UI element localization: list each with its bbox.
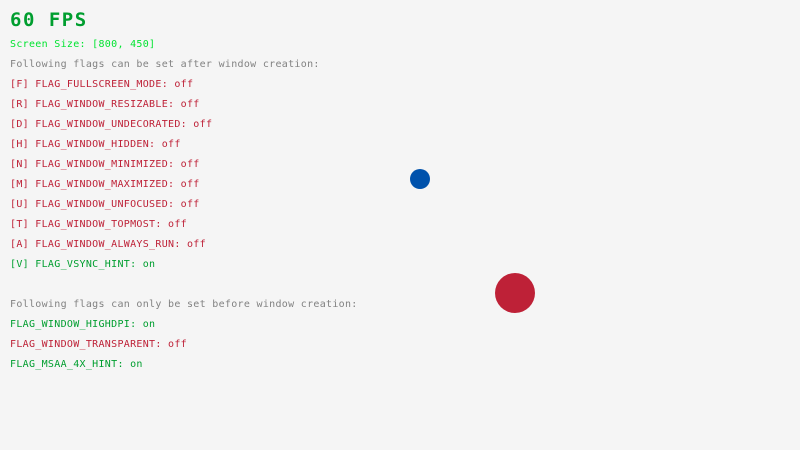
flag-label: [N] FLAG_WINDOW_MINIMIZED: [10,159,181,170]
flag-row: [A] FLAG_WINDOW_ALWAYS_RUN: off [10,240,206,250]
flag-state: off [168,219,187,230]
flag-state: off [161,139,181,150]
flag-label: [D] FLAG_WINDOW_UNDECORATED: [10,119,194,130]
flag-state: off [180,99,200,110]
flag-row: [U] FLAG_WINDOW_UNFOCUSED: off [10,200,200,210]
flag-label: [U] FLAG_WINDOW_UNFOCUSED: [10,199,181,210]
flag-row: FLAG_MSAA_4X_HINT: on [10,360,143,370]
flag-label: [V] FLAG_VSYNC_HINT: [10,259,143,270]
flag-state: off [180,179,200,190]
flag-label: FLAG_WINDOW_TRANSPARENT: [10,339,169,350]
flag-label: [H] FLAG_WINDOW_HIDDEN: [10,139,162,150]
flag-row: FLAG_WINDOW_TRANSPARENT: off [10,340,187,350]
flag-row: [H] FLAG_WINDOW_HIDDEN: off [10,140,181,150]
flag-row: [V] FLAG_VSYNC_HINT: on [10,260,155,270]
flag-label: FLAG_MSAA_4X_HINT: [10,359,131,370]
flag-state: off [180,159,200,170]
flag-state: on [130,359,143,370]
before-creation-header: Following flags can only be set before w… [10,299,358,310]
flag-row: [M] FLAG_WINDOW_MAXIMIZED: off [10,180,200,190]
flag-row: [N] FLAG_WINDOW_MINIMIZED: off [10,160,200,170]
flag-label: [A] FLAG_WINDOW_ALWAYS_RUN: [10,239,187,250]
flag-row: [R] FLAG_WINDOW_RESIZABLE: off [10,100,200,110]
flag-label: [T] FLAG_WINDOW_TOPMOST: [10,219,169,230]
flag-state: off [174,79,194,90]
flag-label: FLAG_WINDOW_HIGHDPI: [10,319,143,330]
flag-state: off [186,239,206,250]
flag-state: on [142,319,156,330]
blue-ball [410,169,430,189]
flag-row: [F] FLAG_FULLSCREEN_MODE: off [10,80,193,90]
red-ball [495,273,535,313]
flag-state: on [142,259,156,270]
flag-label: [M] FLAG_WINDOW_MAXIMIZED: [10,179,181,190]
flag-state: off [168,339,187,350]
flag-state: off [193,119,213,130]
screen-size-label: Screen Size: [800, 450] [10,39,156,50]
flag-row: [D] FLAG_WINDOW_UNDECORATED: off [10,120,212,130]
flag-row: [T] FLAG_WINDOW_TOPMOST: off [10,220,187,230]
after-creation-header: Following flags can be set after window … [10,59,320,70]
flag-state: off [180,199,200,210]
flag-label: [R] FLAG_WINDOW_RESIZABLE: [10,99,181,110]
flag-label: [F] FLAG_FULLSCREEN_MODE: [10,79,175,90]
flag-row: FLAG_WINDOW_HIGHDPI: on [10,320,155,330]
fps-counter: 60 FPS [10,9,88,31]
